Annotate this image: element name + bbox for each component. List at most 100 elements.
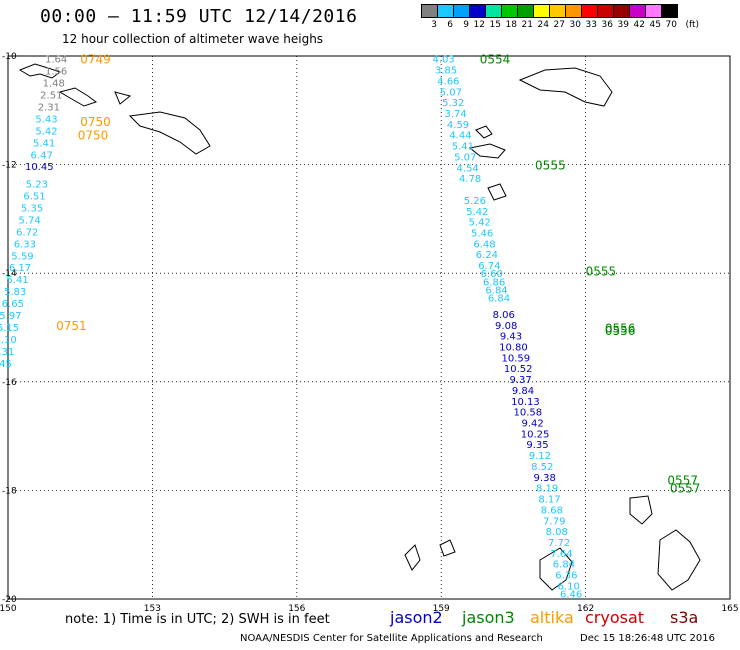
swh-value: 6.31 — [0, 347, 14, 358]
color-scale-labels: 3 6 9 12 15 18 21 24 27 30 33 36 39 42 45 70 (ft) — [421, 20, 699, 30]
lon-tick-label: 153 — [144, 604, 161, 614]
swh-value: 5.74 — [19, 215, 41, 226]
lon-tick-label: 165 — [721, 604, 738, 614]
altimeter-tracks: 1.641.561.482.512.315.435.425.416.4710.4… — [0, 55, 582, 601]
swh-value: 8.06 — [493, 310, 515, 321]
swh-value: 4.44 — [449, 131, 471, 142]
swh-value: 5.26 — [464, 196, 486, 207]
map-subtitle: 12 hour collection of altimeter wave hei… — [62, 32, 324, 46]
lon-tick-label: 150 — [0, 604, 17, 614]
swh-value: 9.35 — [526, 440, 548, 451]
swh-value: 5.07 — [440, 87, 462, 98]
swh-value: 6.72 — [16, 227, 38, 238]
swh-value: 6.17 — [9, 263, 31, 274]
scale-label: 33 — [585, 20, 597, 30]
scale-unit: (ft) — [685, 20, 699, 30]
satellite-s3a: s3a — [670, 608, 699, 627]
scale-label: 24 — [537, 20, 549, 30]
lat-tick-label: -14 — [2, 269, 17, 279]
map-frame — [7, 55, 731, 600]
footnote: note: 1) Time is in UTC; 2) SWH is in fe… — [65, 612, 330, 627]
swh-value: 6.65 — [2, 299, 24, 310]
swh-value: 6.84 — [553, 560, 575, 571]
swh-value: 7.72 — [548, 538, 570, 549]
swh-value: 4.45 — [0, 359, 12, 370]
swh-value: 1.48 — [43, 79, 65, 90]
swh-value: 5.46 — [471, 228, 493, 239]
scale-label: 39 — [617, 20, 629, 30]
swh-value: 9.08 — [495, 321, 517, 332]
scale-label: 30 — [569, 20, 581, 30]
swh-value: 5.42 — [466, 207, 488, 218]
swh-value: 9.42 — [522, 419, 544, 430]
swh-value: 10.59 — [501, 353, 530, 364]
credit: NOAA/NESDIS Center for Satellite Applica… — [240, 633, 543, 644]
scale-label: 9 — [463, 20, 469, 30]
lon-tick-label: 156 — [288, 604, 305, 614]
swh-value: 8.08 — [546, 527, 568, 538]
swh-value: 6.51 — [23, 192, 45, 203]
swh-value: 8.52 — [531, 462, 553, 473]
lat-tick-label: -12 — [2, 161, 17, 171]
satellite-altika: altika — [530, 608, 574, 627]
lon-tick-label: 162 — [577, 604, 594, 614]
color-scale — [421, 4, 678, 18]
swh-value: 8.68 — [541, 505, 563, 516]
swh-value: 10.58 — [514, 408, 543, 419]
scale-label: 3 — [431, 20, 437, 30]
swh-value: 10.25 — [521, 429, 550, 440]
swh-value: 5.59 — [11, 251, 33, 262]
map-title: 00:00 – 11:59 UTC 12/14/2016 — [40, 6, 358, 27]
pass-time-label: 0555 — [586, 264, 617, 278]
swh-value: 2.31 — [38, 102, 60, 113]
swh-value: 2.51 — [40, 91, 62, 102]
swh-value: 6.84 — [485, 285, 507, 296]
lon-tick-label: 159 — [433, 604, 450, 614]
pass-time-label: 0554 — [480, 53, 511, 67]
scale-label: 21 — [521, 20, 533, 30]
pass-time-label: 0750 — [80, 115, 111, 129]
scale-label: 27 — [553, 20, 565, 30]
swh-value: 5.42 — [35, 126, 57, 137]
swh-value: 10.80 — [499, 343, 528, 354]
lat-tick-label: -18 — [2, 486, 17, 496]
pass-time-label: 0750 — [78, 129, 109, 143]
swh-value: 6.60 — [481, 269, 503, 280]
swh-value: 6.24 — [476, 250, 498, 261]
scale-label: 70 — [665, 20, 677, 30]
swh-value: 5.41 — [33, 138, 55, 149]
swh-value: 5.42 — [469, 218, 491, 229]
swh-value: 4.66 — [437, 76, 459, 87]
swh-value: 3.74 — [445, 109, 467, 120]
swh-value: 4.03 — [432, 55, 454, 66]
swh-value: 1.64 — [45, 55, 67, 66]
scale-label: 15 — [489, 20, 501, 30]
swh-value: 5.23 — [26, 180, 48, 191]
swh-value: 6.48 — [473, 239, 495, 250]
swh-value: 5.83 — [4, 287, 26, 298]
scale-label: 45 — [649, 20, 661, 30]
swh-value: 6.36 — [555, 571, 577, 582]
swh-value: 5.32 — [442, 98, 464, 109]
swh-value: 5.41 — [452, 142, 474, 153]
scale-label: 12 — [473, 20, 485, 30]
scale-label: 42 — [633, 20, 645, 30]
swh-value: 3.85 — [435, 66, 457, 77]
scale-label: 6 — [447, 20, 453, 30]
swh-value: 5.15 — [0, 323, 19, 334]
swh-value: 6.10 — [558, 581, 580, 592]
swh-value: 6.74 — [478, 261, 500, 272]
scale-swatch — [661, 4, 678, 18]
satellite-jason3: jason3 — [462, 608, 515, 627]
coastline — [18, 63, 701, 591]
pass-time-label: 0557 — [670, 482, 701, 496]
swh-value: 6.86 — [483, 277, 505, 288]
lat-tick-label: -16 — [2, 378, 17, 388]
track-jason2_east: 4.033.854.665.075.323.744.594.445.415.07… — [432, 55, 582, 601]
swh-value: 5.07 — [454, 152, 476, 163]
swh-value: 8.19 — [536, 484, 558, 495]
swh-value: 6.84 — [488, 294, 510, 305]
swh-value: 9.12 — [529, 451, 551, 462]
pass-labels: 0749075007500751055405550555055605560557… — [56, 53, 700, 496]
